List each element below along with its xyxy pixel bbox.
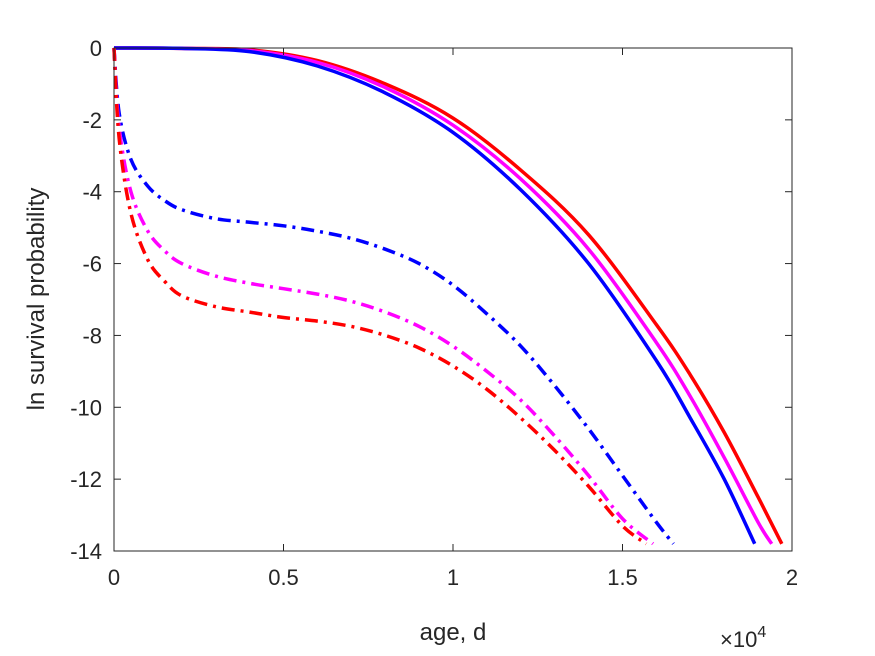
series-line-4 [112,47,655,546]
x-tick-label: 1 [447,565,459,590]
y-tick-label: -6 [82,252,102,277]
series-line-2 [113,46,757,545]
y-tick-label: -14 [70,539,102,564]
y-tick-label: -10 [70,395,102,420]
series-layer [112,46,784,546]
series-line-5 [112,47,648,546]
x-axis-exponent-base: ×10 [720,627,757,652]
x-tick-label: 2 [786,565,798,590]
x-axis-exponent: ×104 [720,624,766,652]
y-axis-ticks: 0 -2 -4 -6 -8 -10 -12 -14 [70,36,792,564]
x-axis-ticks: 0 0.5 1 1.5 2 [108,48,798,590]
y-tick-label: 0 [90,36,102,61]
x-tick-label: 1.5 [607,565,638,590]
y-tick-label: -2 [82,108,102,133]
x-axis-label: age, d [420,619,487,646]
y-tick-label: -4 [82,180,102,205]
x-tick-label: 0.5 [268,565,299,590]
x-tick-label: 0 [108,565,120,590]
y-tick-label: -12 [70,467,102,492]
y-tick-label: -8 [82,323,102,348]
x-axis-exponent-power: 4 [757,624,766,641]
series-line-3 [112,47,675,545]
y-axis-label: ln survival probability [23,188,50,411]
